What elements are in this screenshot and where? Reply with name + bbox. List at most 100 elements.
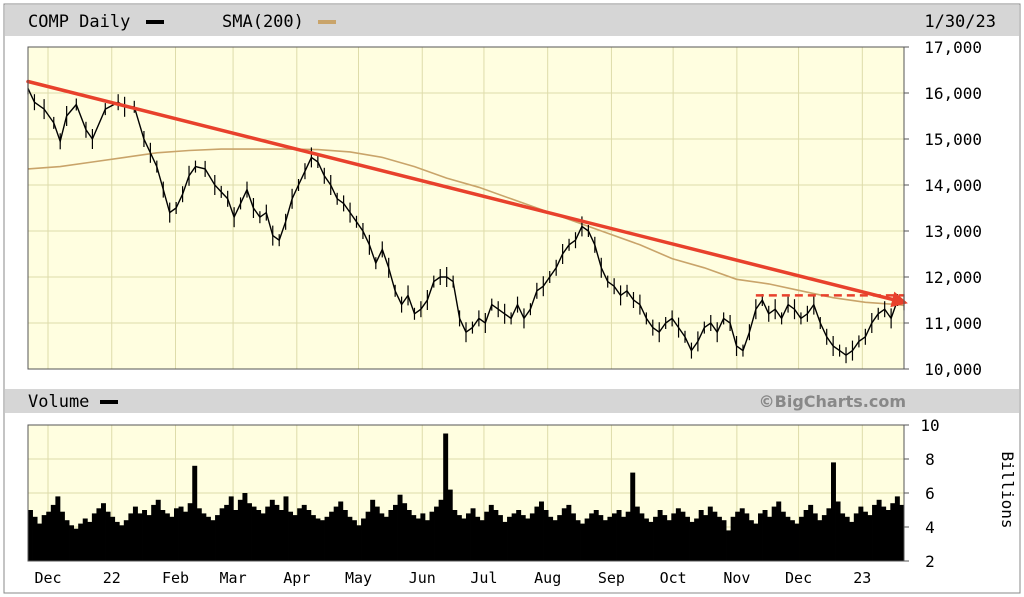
volume-bar (885, 510, 891, 561)
volume-bar (716, 516, 722, 561)
price-y-tick-label: 15,000 (924, 130, 982, 149)
volume-bar (69, 525, 75, 561)
x-tick-label: 23 (853, 569, 871, 587)
volume-bar (593, 510, 599, 561)
volume-bar (301, 504, 307, 561)
volume-bar (274, 504, 280, 561)
sma-label: SMA(200) (222, 12, 304, 32)
volume-bar (242, 493, 248, 561)
volume-bar (602, 520, 608, 561)
volume-bar (767, 516, 773, 561)
volume-bar (762, 510, 768, 561)
volume-bar (529, 513, 535, 561)
volume-bar (183, 511, 189, 561)
volume-bar (584, 518, 590, 561)
volume-bar (707, 506, 713, 561)
volume-bar (456, 515, 462, 561)
volume-bar (831, 462, 836, 561)
volume-bar (379, 513, 385, 561)
volume-bar (351, 520, 357, 561)
volume-header-bar (5, 389, 1019, 413)
volume-bar (438, 499, 444, 561)
volume-bar (470, 508, 476, 561)
volume-bar (393, 504, 398, 561)
volume-bar (899, 504, 905, 561)
volume-bar (653, 516, 659, 561)
volume-bar (511, 513, 517, 561)
symbol-label: COMP Daily (28, 12, 130, 32)
volume-bar (151, 504, 157, 561)
volume-bar (41, 515, 47, 561)
volume-bar (694, 518, 700, 561)
volume-bar (520, 515, 526, 561)
volume-bar (146, 515, 152, 561)
volume-bar (680, 511, 686, 561)
volume-bar (748, 520, 754, 561)
volume-bar (502, 521, 508, 561)
volume-bar (137, 513, 143, 561)
volume-bar (721, 520, 727, 561)
volume-bar (808, 504, 814, 561)
volume-axis-title: Billions (998, 451, 1017, 528)
volume-y-tick-label: 4 (925, 518, 935, 537)
volume-bar (374, 506, 380, 561)
volume-bar (625, 511, 631, 561)
volume-bar (178, 506, 184, 561)
volume-bar (210, 520, 216, 561)
volume-bar (616, 510, 622, 561)
volume-bar (96, 508, 102, 561)
x-tick-label: Sep (598, 569, 625, 587)
x-tick-label: Apr (283, 569, 310, 587)
volume-bar (397, 494, 403, 561)
volume-bar (543, 510, 549, 561)
volume-bar (447, 489, 453, 561)
volume-bar (87, 521, 93, 561)
volume-y-tick-label: 2 (925, 552, 935, 571)
volume-bar (844, 516, 850, 561)
volume-y-tick-label: 10 (920, 416, 939, 435)
volume-bars-group (28, 433, 905, 561)
price-panel (28, 47, 904, 369)
volume-bar (37, 523, 43, 561)
volume-bar (256, 510, 262, 561)
volume-bar (739, 508, 745, 561)
price-y-tick-label: 12,000 (924, 268, 982, 287)
volume-bar (452, 510, 458, 561)
x-tick-label: Mar (220, 569, 247, 587)
volume-bar (548, 516, 554, 561)
volume-bar (205, 516, 211, 561)
volume-bar (675, 508, 681, 561)
volume-bar (201, 513, 207, 561)
volume-bar (872, 504, 878, 561)
volume-bar (292, 515, 298, 561)
volume-bar (219, 508, 225, 561)
volume-bar (580, 523, 586, 561)
volume-bar (288, 511, 294, 561)
volume-bar (776, 501, 782, 561)
volume-bar (662, 515, 668, 561)
volume-bar (671, 513, 677, 561)
volume-bar (643, 518, 649, 561)
volume-bar (849, 521, 855, 561)
volume-bar (685, 516, 690, 561)
volume-bar (493, 510, 499, 561)
volume-bar (876, 499, 882, 561)
trendline (26, 79, 906, 305)
volume-bar (260, 513, 266, 561)
volume-bar (215, 515, 221, 561)
x-tick-label: Dec (34, 569, 61, 587)
volume-bar (703, 515, 709, 561)
volume-bar (689, 521, 695, 561)
volume-bar (365, 511, 371, 561)
volume-bar (28, 510, 33, 561)
symbol-legend-swatch (146, 20, 164, 24)
volume-bar (598, 515, 604, 561)
x-tick-label: 22 (103, 569, 121, 587)
volume-bar (55, 496, 61, 561)
volume-bar (730, 516, 736, 561)
volume-bar (826, 508, 832, 561)
volume-bar (128, 513, 134, 561)
volume-bar (73, 528, 79, 561)
credit-watermark: ©BigCharts.com (759, 392, 906, 411)
